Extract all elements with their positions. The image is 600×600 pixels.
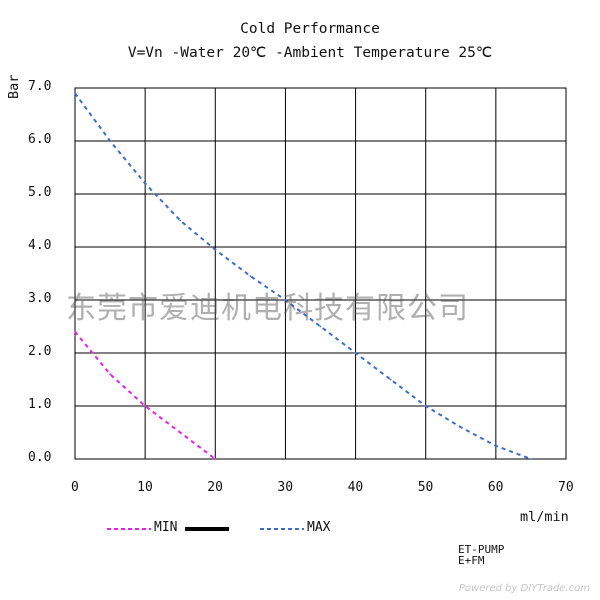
series-line-max: [74, 92, 532, 460]
data-point-min: [74, 330, 76, 333]
data-point-max: [459, 426, 462, 429]
watermark: 东莞市爱迪机电科技有限公司: [66, 291, 469, 326]
chart-subtitle: V=Vn -Water 20℃ -Ambient Temperature 25℃: [127, 45, 493, 61]
data-point-max: [389, 378, 392, 381]
data-point-max: [424, 405, 427, 407]
y-tick-label: 5.0: [28, 185, 52, 200]
x-tick-label: 50: [417, 480, 434, 495]
y-tick-label: 1.0: [28, 397, 52, 412]
x-tick-label: 30: [277, 480, 294, 495]
data-point-min: [109, 373, 111, 376]
data-point-min: [179, 431, 182, 434]
x-tick-label: 70: [558, 480, 574, 495]
legend-label-max: MAX: [307, 520, 331, 535]
plot-frame: [74, 87, 567, 460]
y-tick-label: 7.0: [28, 79, 52, 94]
footer-credit: Powered by DIYTrade.com: [458, 583, 590, 594]
y-tick-label: 0.0: [28, 450, 52, 465]
x-axis-label: ml/min: [520, 509, 569, 525]
data-point-max: [354, 352, 357, 354]
data-point-max: [284, 299, 287, 301]
x-tick-label: 0: [71, 480, 79, 495]
chart-title: Cold Performance: [240, 21, 380, 37]
y-tick-label: 4.0: [28, 238, 52, 253]
x-tick-label: 10: [137, 480, 153, 495]
y-tick-label: 2.0: [28, 344, 52, 359]
data-point-max: [144, 182, 147, 185]
data-point-max: [249, 275, 252, 278]
data-point-min: [144, 405, 147, 407]
x-tick-label: 20: [207, 480, 223, 495]
product-variant: E+FM: [458, 554, 485, 567]
data-point-max: [494, 444, 497, 447]
data-point-max: [214, 248, 217, 251]
product-code: ET-PUMP: [458, 543, 505, 556]
series-line-min: [74, 331, 216, 460]
y-tick-label: 3.0: [28, 291, 52, 306]
data-point-max: [109, 140, 111, 142]
data-point-max: [74, 92, 76, 95]
y-tick-label: 6.0: [28, 132, 52, 147]
x-tick-label: 60: [487, 480, 504, 495]
data-point-min: [214, 458, 217, 460]
data-point-max: [179, 219, 182, 222]
x-tick-label: 40: [347, 480, 364, 495]
data-point-max: [319, 325, 322, 328]
data-point-max: [530, 458, 532, 460]
legend-label-min: MIN: [154, 520, 178, 535]
